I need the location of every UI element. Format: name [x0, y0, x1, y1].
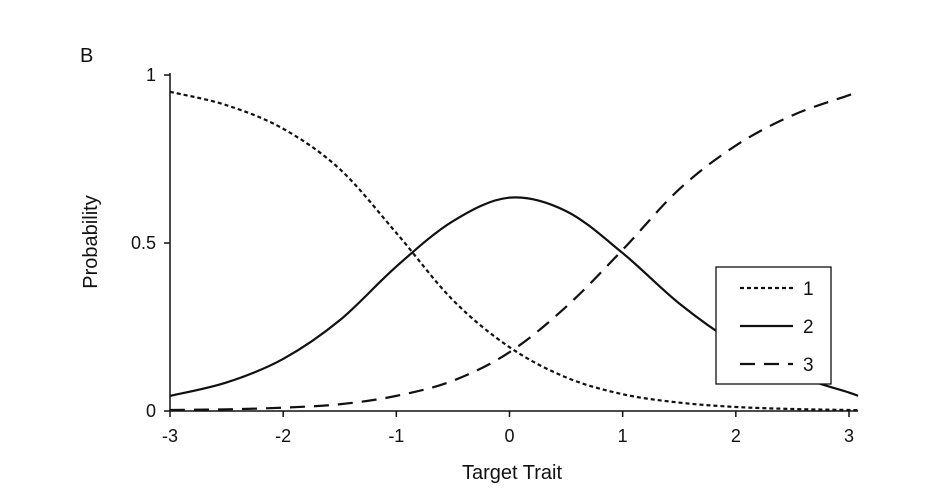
legend-label-3: 3: [803, 355, 814, 376]
x-tick-label: -2: [275, 426, 291, 446]
y-axis-title: Probability: [80, 195, 102, 288]
x-tick-label: 1: [618, 426, 628, 446]
x-axis: -3 -2 -1 0 1 2 3: [162, 410, 858, 446]
x-axis-title: Target Trait: [462, 462, 562, 484]
legend: 1 2 3: [715, 266, 832, 385]
legend-label-2: 2: [803, 317, 814, 338]
x-tick-label: 3: [844, 426, 854, 446]
y-tick-label: 0: [146, 401, 156, 421]
y-tick-label: 1: [146, 65, 156, 85]
x-tick-label: -1: [388, 426, 404, 446]
legend-label-1: 1: [803, 279, 814, 300]
x-tick-label: -3: [162, 426, 178, 446]
y-axis: 00.51: [131, 65, 171, 421]
panel-label: B: [80, 45, 93, 67]
x-tick-label: 0: [504, 426, 514, 446]
y-tick-label: 0.5: [131, 233, 156, 253]
x-tick-label: 2: [731, 426, 741, 446]
series-line-1: [169, 90, 859, 412]
series-line-3: [169, 90, 859, 412]
